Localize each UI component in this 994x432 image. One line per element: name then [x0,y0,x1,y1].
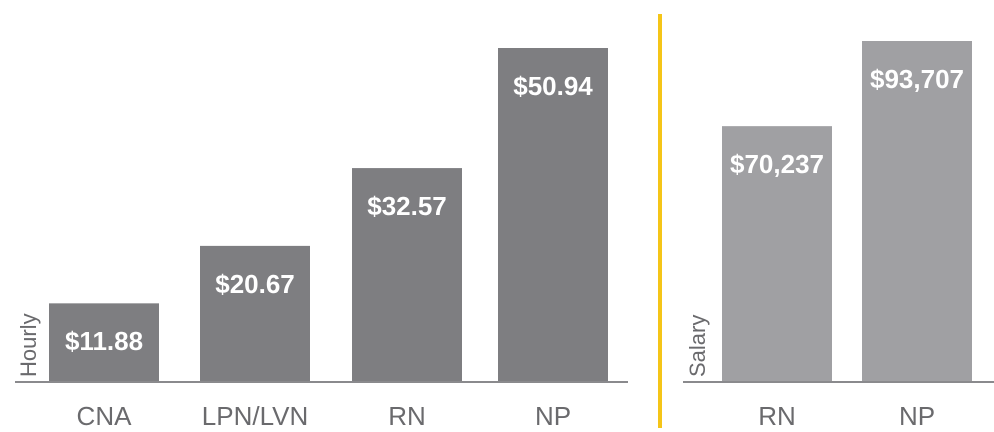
value-label: $50.94 [513,71,593,101]
bar [498,48,608,381]
bar [722,126,832,382]
bar [200,245,310,381]
x-tick-label: RN [758,401,796,431]
value-label: $93,707 [870,64,964,94]
y-axis-label: Hourly [16,313,41,377]
x-tick-label: NP [899,401,935,431]
bar [352,168,462,381]
bar [862,41,972,381]
value-label: $11.88 [65,326,143,356]
x-tick-label: NP [535,401,571,431]
value-label: $32.57 [367,191,447,221]
bar [49,303,159,381]
value-label: $20.67 [215,269,295,299]
value-label: $70,237 [730,149,824,179]
x-tick-label: RN [388,401,426,431]
y-axis-label: Salary [685,315,710,377]
x-tick-label: CNA [77,401,133,431]
x-tick-label: LPN/LVN [202,401,308,431]
